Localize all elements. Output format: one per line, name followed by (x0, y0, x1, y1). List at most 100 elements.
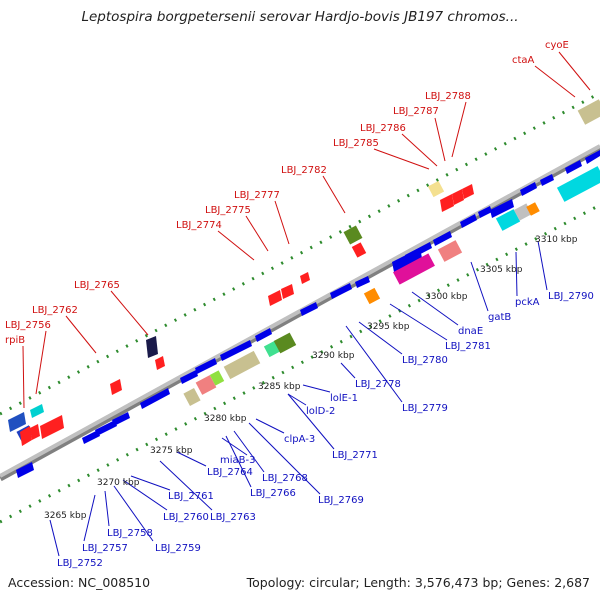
gene-feature (392, 248, 422, 272)
callout-line (451, 101, 467, 158)
gene-label: LBJ_2782 (281, 165, 327, 176)
callout-line (287, 393, 307, 406)
callout-line (302, 384, 331, 393)
gene-feature (155, 356, 165, 370)
gene-feature (183, 388, 201, 406)
callout-line (221, 437, 248, 456)
genome-summary: Topology: circular; Length: 3,576,473 bp… (246, 575, 590, 590)
gene-feature (268, 290, 282, 306)
gene-feature (585, 150, 600, 164)
gene-label: dnaE (458, 326, 483, 337)
forward-genes (16, 150, 600, 444)
gene-label: LBJ_2775 (205, 205, 251, 216)
gene-label: LBJ_2766 (250, 488, 296, 499)
gene-feature (300, 272, 310, 284)
gene-label: LBJ_2788 (425, 91, 471, 102)
gene-label: clpA-3 (284, 434, 315, 445)
gene-feature (363, 287, 381, 305)
callout-line (110, 290, 149, 336)
callout-line (245, 215, 269, 252)
callout-line (65, 315, 97, 354)
gene-label: LBJ_2752 (57, 558, 103, 569)
gene-label: gatB (488, 312, 511, 323)
gene-feature (393, 253, 435, 285)
lower-features (183, 166, 600, 406)
gene-label: LBJ_2781 (445, 341, 491, 352)
gene-label: cyoE (545, 40, 569, 51)
gene-feature (495, 209, 521, 231)
callout-line (255, 418, 285, 434)
callout-line (217, 230, 255, 261)
gene-feature (433, 231, 452, 246)
gene-label: LBJ_2780 (402, 355, 448, 366)
gene-feature (520, 182, 537, 196)
callout-line (248, 422, 321, 495)
gene-feature (8, 412, 26, 432)
gene-label: LBJ_2768 (262, 473, 308, 484)
callout-line (340, 362, 356, 379)
axis-tick-label: 3300 kbp (425, 292, 468, 302)
gene-label: LBJ_2757 (82, 543, 128, 554)
gene-feature (180, 370, 198, 384)
gene-feature (16, 462, 34, 478)
callout-line (287, 393, 335, 450)
gene-label: LBJ_2761 (168, 491, 214, 502)
gene-label: LBJ_2777 (234, 190, 280, 201)
callout-line (515, 251, 518, 297)
gene-feature (146, 336, 158, 358)
gene-label: LBJ_2765 (74, 280, 120, 291)
gene-feature (140, 388, 170, 409)
gene-feature (40, 415, 64, 439)
axis-tick-label: 3265 kbp (44, 511, 87, 521)
callout-line (558, 51, 591, 91)
gene-feature (20, 426, 32, 446)
callout-line (22, 345, 25, 409)
gene-label: LBJ_2786 (360, 123, 406, 134)
gene-feature (273, 332, 297, 354)
gene-label: LBJ_2756 (5, 320, 51, 331)
gene-feature (195, 375, 217, 395)
callout-line (159, 460, 213, 511)
callout-line (225, 435, 252, 488)
gene-feature (427, 180, 445, 198)
callout-line (274, 200, 290, 245)
callout-line (534, 65, 576, 98)
callout-line (470, 261, 489, 312)
upper-features (8, 99, 600, 446)
callout-line (434, 117, 446, 162)
gene-label: LBJ_2779 (402, 403, 448, 414)
callout-line (130, 475, 171, 491)
gene-label: pckA (515, 297, 540, 308)
callout-line (113, 485, 154, 542)
gene-feature (95, 420, 117, 436)
callout-line (373, 148, 430, 170)
gene-feature (112, 412, 130, 426)
callout-line (35, 330, 47, 395)
axis-tick-label: 3275 kbp (150, 446, 193, 456)
accession-label: Accession: NC_008510 (8, 575, 151, 590)
callout-line (176, 451, 207, 467)
callout-line (411, 291, 459, 326)
backbone (0, 144, 600, 478)
gene-label: LBJ_2762 (32, 305, 78, 316)
callouts-top (22, 51, 591, 409)
gene-label: LBJ_2785 (333, 138, 379, 149)
gene-feature (220, 340, 252, 361)
gene-label: LBJ_2774 (176, 220, 222, 231)
gene-feature (490, 199, 514, 218)
gene-label: miaB-3 (220, 455, 255, 466)
gene-feature (195, 358, 217, 374)
callout-line (104, 490, 110, 527)
axis-tick-label: 3270 kbp (97, 478, 140, 488)
axis-labels: 3265 kbp 3270 kbp 3275 kbp 3280 kbp 3285… (44, 235, 578, 521)
callout-line (322, 175, 346, 214)
callout-line (345, 325, 403, 403)
gene-feature (209, 370, 225, 386)
gene-label: LBJ_2778 (355, 379, 401, 390)
axis-tick-label: 3295 kbp (367, 322, 410, 332)
callout-line (122, 479, 168, 511)
callout-line (49, 519, 60, 557)
callout-line (389, 303, 448, 341)
